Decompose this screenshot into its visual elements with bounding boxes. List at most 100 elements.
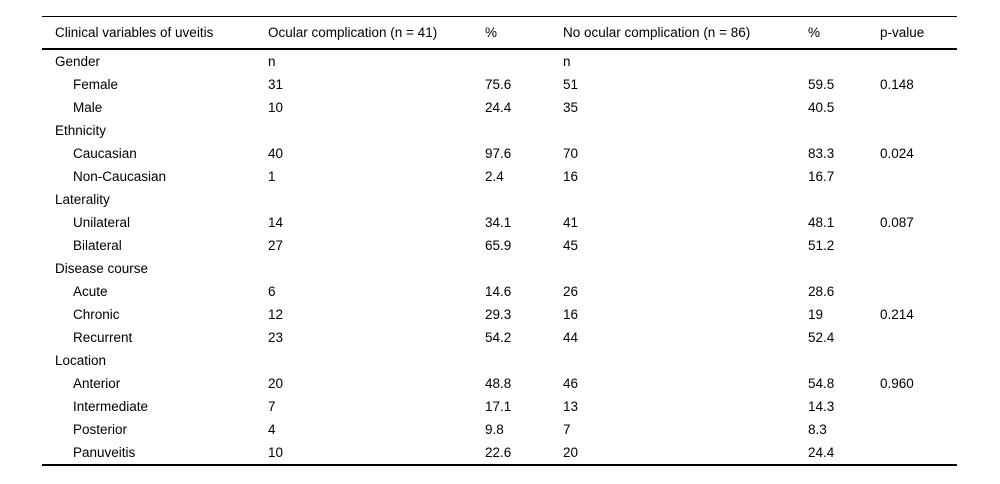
col-header-no-ocular: No ocular complication (n = 86) (555, 16, 800, 50)
row-label: Ethnicity (55, 123, 107, 138)
cell-no-ocular-n: n (563, 54, 571, 69)
uveitis-clinical-variables-table: Clinical variables of uveitis Ocular com… (42, 16, 957, 466)
row-label: Male (73, 100, 103, 115)
cell-ocular-pct (480, 257, 555, 280)
cell-no-ocular-pct: 28.6 (808, 284, 835, 299)
cell-pvalue (875, 96, 957, 119)
cell-pvalue (875, 280, 957, 303)
cell-pvalue: 0.148 (880, 77, 914, 92)
table-row: Disease course (42, 257, 957, 280)
col-header-ocular-pct: % (480, 16, 555, 50)
cell-no-ocular-pct: 59.5 (808, 77, 835, 92)
cell-ocular-pct (480, 119, 555, 142)
cell-pvalue (875, 165, 957, 188)
cell-ocular-n (260, 188, 480, 211)
cell-ocular-n: 4 (268, 422, 276, 437)
cell-ocular-n (260, 257, 480, 280)
cell-ocular-pct: 24.4 (485, 100, 512, 115)
table-row: Posterior 4 9.8 7 8.3 (42, 418, 957, 441)
cell-no-ocular-n: 41 (563, 215, 579, 230)
cell-no-ocular-n: 45 (563, 238, 579, 253)
cell-ocular-n: 10 (268, 100, 284, 115)
cell-ocular-n: 12 (268, 307, 284, 322)
cell-ocular-pct: 17.1 (485, 399, 512, 414)
cell-pvalue (875, 395, 957, 418)
cell-pvalue (875, 326, 957, 349)
cell-ocular-n: 27 (268, 238, 284, 253)
cell-no-ocular-n (555, 349, 800, 372)
cell-ocular-n: 31 (268, 77, 284, 92)
cell-no-ocular-n (555, 119, 800, 142)
row-label: Non-Caucasian (73, 169, 167, 184)
row-label: Acute (73, 284, 108, 299)
row-label: Disease course (55, 261, 149, 276)
cell-no-ocular-n: 26 (563, 284, 579, 299)
cell-no-ocular-n: 7 (563, 422, 571, 437)
cell-ocular-n: 40 (268, 146, 284, 161)
row-label: Bilateral (73, 238, 122, 253)
cell-no-ocular-n: 16 (563, 307, 579, 322)
table-row: Anterior 20 48.8 46 54.8 0.960 (42, 372, 957, 395)
cell-ocular-pct: 9.8 (485, 422, 504, 437)
table-row: Chronic 12 29.3 16 19 0.214 (42, 303, 957, 326)
cell-ocular-pct: 34.1 (485, 215, 512, 230)
cell-pvalue (875, 349, 957, 372)
cell-no-ocular-n: 51 (563, 77, 579, 92)
table-row: Caucasian 40 97.6 70 83.3 0.024 (42, 142, 957, 165)
cell-no-ocular-n: 70 (563, 146, 579, 161)
row-label: Intermediate (73, 399, 149, 414)
cell-ocular-pct: 14.6 (485, 284, 512, 299)
row-label: Posterior (73, 422, 128, 437)
table-row: Gender n n (42, 49, 957, 73)
cell-pvalue (875, 188, 957, 211)
cell-ocular-n: 10 (268, 445, 284, 460)
cell-ocular-pct: 75.6 (485, 77, 512, 92)
cell-ocular-pct: 97.6 (485, 146, 512, 161)
cell-no-ocular-pct: 24.4 (808, 445, 835, 460)
cell-ocular-n (260, 349, 480, 372)
cell-no-ocular-pct: 19 (808, 307, 824, 322)
cell-ocular-n (260, 119, 480, 142)
cell-pvalue (875, 441, 957, 465)
cell-pvalue: 0.214 (880, 307, 914, 322)
cell-ocular-n: 6 (268, 284, 276, 299)
table-row: Intermediate 7 17.1 13 14.3 (42, 395, 957, 418)
row-label: Caucasian (73, 146, 137, 161)
cell-pvalue (875, 49, 957, 73)
table-row: Unilateral 14 34.1 41 48.1 0.087 (42, 211, 957, 234)
table-row: Panuveitis 10 22.6 20 24.4 (42, 441, 957, 465)
table-row: Male 10 24.4 35 40.5 (42, 96, 957, 119)
row-label: Gender (55, 54, 101, 69)
cell-no-ocular-pct: 16.7 (808, 169, 835, 184)
cell-no-ocular-pct (800, 188, 875, 211)
cell-pvalue (875, 257, 957, 280)
cell-ocular-pct (480, 49, 555, 73)
row-label: Unilateral (73, 215, 131, 230)
cell-no-ocular-pct (800, 49, 875, 73)
cell-no-ocular-n: 44 (563, 330, 579, 345)
cell-no-ocular-n (555, 188, 800, 211)
cell-no-ocular-pct (800, 349, 875, 372)
cell-pvalue: 0.024 (880, 146, 914, 161)
cell-no-ocular-pct: 52.4 (808, 330, 835, 345)
cell-no-ocular-pct: 83.3 (808, 146, 835, 161)
cell-no-ocular-pct: 54.8 (808, 376, 835, 391)
cell-no-ocular-n: 16 (563, 169, 579, 184)
cell-no-ocular-pct (800, 257, 875, 280)
cell-ocular-pct: 2.4 (485, 169, 504, 184)
cell-pvalue (875, 418, 957, 441)
col-header-ocular: Ocular complication (n = 41) (260, 16, 480, 50)
cell-ocular-pct (480, 349, 555, 372)
cell-no-ocular-n: 13 (563, 399, 579, 414)
cell-ocular-n: 20 (268, 376, 284, 391)
table-row: Female 31 75.6 51 59.5 0.148 (42, 73, 957, 96)
cell-pvalue (875, 119, 957, 142)
table-row: Recurrent 23 54.2 44 52.4 (42, 326, 957, 349)
table-row: Non-Caucasian 1 2.4 16 16.7 (42, 165, 957, 188)
row-label: Female (73, 77, 119, 92)
table-row: Laterality (42, 188, 957, 211)
row-label: Recurrent (73, 330, 133, 345)
cell-ocular-n: 1 (268, 169, 276, 184)
row-label: Panuveitis (73, 445, 136, 460)
